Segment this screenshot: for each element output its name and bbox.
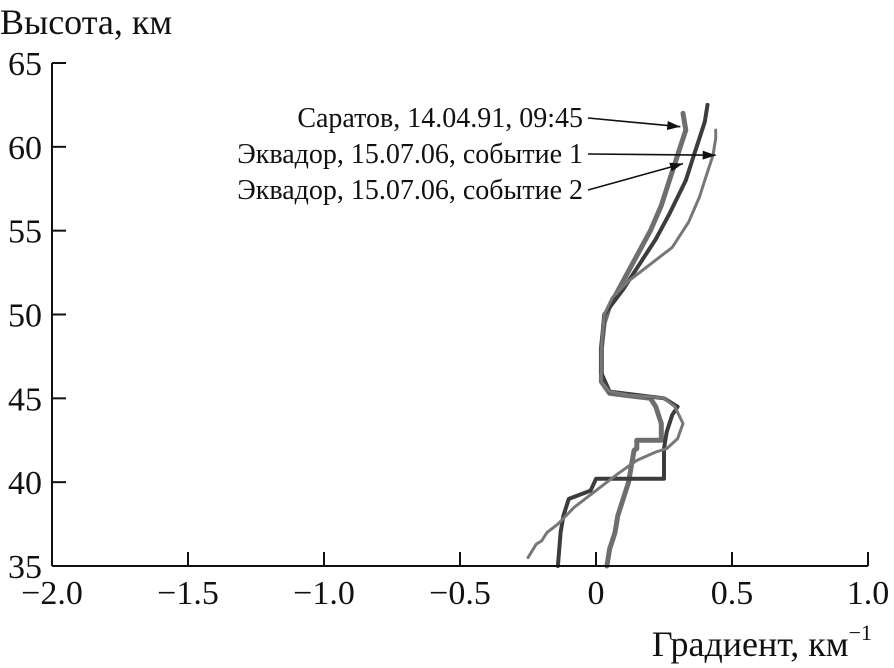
x-tick-label: −0.5 <box>429 575 491 612</box>
series-line-3 <box>526 128 718 560</box>
series-line-1 <box>598 110 689 569</box>
annotation-arrow-line <box>587 162 684 191</box>
annotation-arrow-line <box>587 153 716 157</box>
x-tick-label: −1.0 <box>293 575 355 612</box>
y-tick-label: 40 <box>8 465 42 502</box>
annotation-arrowhead <box>666 121 681 130</box>
y-tick-label: 55 <box>8 214 42 251</box>
y-tick-label: 35 <box>8 549 42 586</box>
x-tick-label: −1.5 <box>157 575 219 612</box>
x-axis-title: Градиент, км−1 <box>652 620 872 664</box>
annotation-arrowhead <box>702 150 716 160</box>
x-ticks: −2.0 −1.5 −1.0 −0.5 0 0.5 1.0 <box>21 552 889 612</box>
x-tick-label: 0 <box>588 575 605 612</box>
series-label-1: Саратов, 14.04.91, 09:45 <box>297 103 583 134</box>
x-axis-title-text: Градиент, км <box>652 624 849 664</box>
y-ticks: 35 40 45 50 55 60 65 <box>8 46 66 586</box>
annotations: Саратов, 14.04.91, 09:45 Эквадор, 15.07.0… <box>237 103 716 206</box>
y-tick-label: 45 <box>8 381 42 418</box>
x-tick-label: 1.0 <box>847 575 890 612</box>
series-label-3: Эквадор, 15.07.06, событие 2 <box>237 175 583 206</box>
x-tick-label: −2.0 <box>21 575 83 612</box>
y-tick-label: 60 <box>8 130 42 167</box>
y-tick-label: 65 <box>8 46 42 83</box>
y-axis-title: Высота, км <box>0 2 172 42</box>
x-axis-title-sup: −1 <box>849 620 872 645</box>
annotation-arrow-line <box>587 117 681 128</box>
annotation-arrowhead <box>669 162 684 172</box>
series-label-2: Эквадор, 15.07.06, событие 1 <box>237 139 583 170</box>
series-layer <box>526 102 718 569</box>
y-tick-label: 50 <box>8 298 42 335</box>
x-tick-label: 0.5 <box>711 575 754 612</box>
